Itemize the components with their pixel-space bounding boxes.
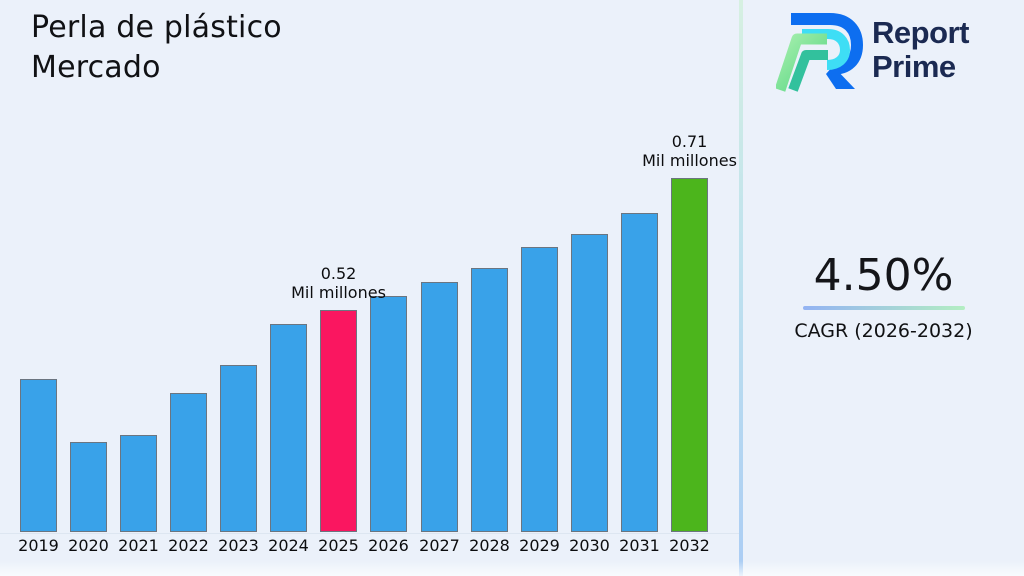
cagr-block: 4.50% CAGR (2026-2032) xyxy=(743,250,1024,342)
bar-value-label-2032: 0.71 Mil millones xyxy=(620,132,760,170)
panel-divider xyxy=(739,0,743,576)
x-tick-2023: 2023 xyxy=(218,536,259,555)
x-tick-2022: 2022 xyxy=(168,536,209,555)
x-tick-2024: 2024 xyxy=(268,536,309,555)
value-text: 0.71 xyxy=(671,132,708,151)
x-tick-2028: 2028 xyxy=(469,536,510,555)
x-axis-line xyxy=(0,533,739,534)
x-tick-2031: 2031 xyxy=(619,536,660,555)
page-title-line2: Mercado xyxy=(31,50,161,85)
x-tick-2019: 2019 xyxy=(18,536,59,555)
bar-2032 xyxy=(671,178,708,532)
bar-2023 xyxy=(220,365,257,532)
bar-2019 xyxy=(20,379,57,532)
bar-2028 xyxy=(471,268,508,532)
brand-name-line1: Report xyxy=(872,15,969,50)
x-tick-2021: 2021 xyxy=(118,536,159,555)
bar-2026 xyxy=(370,296,407,532)
unit-text: Mil millones xyxy=(291,283,386,302)
bar-2024 xyxy=(270,324,307,532)
x-tick-2020: 2020 xyxy=(68,536,109,555)
accent-underline xyxy=(802,306,965,310)
bar-2021 xyxy=(120,435,157,532)
x-tick-2027: 2027 xyxy=(419,536,460,555)
x-tick-2032: 2032 xyxy=(669,536,710,555)
value-text: 0.52 xyxy=(320,264,357,283)
x-tick-2029: 2029 xyxy=(519,536,560,555)
brand-name: Report Prime xyxy=(872,16,969,84)
bar-value-label-2025: 0.52 Mil millones xyxy=(269,264,409,302)
reportprime-logo-icon xyxy=(776,13,863,92)
page-title-line1: Perla de plástico xyxy=(31,10,282,45)
bar-2031 xyxy=(621,213,658,532)
x-tick-2025: 2025 xyxy=(318,536,359,555)
bar-2027 xyxy=(421,282,458,532)
cagr-label: CAGR (2026-2032) xyxy=(794,320,973,342)
page-title: Perla de plástico Mercado xyxy=(31,8,282,88)
bar-2025 xyxy=(320,310,357,532)
brand-logo: Report Prime xyxy=(776,6,969,94)
unit-text: Mil millones xyxy=(642,151,737,170)
side-panel: Report Prime 4.50% CAGR (2026-2032) xyxy=(743,0,1024,576)
bar-2029 xyxy=(521,247,558,532)
cagr-value: 4.50% xyxy=(813,250,954,301)
bar-2022 xyxy=(170,393,207,532)
x-tick-2026: 2026 xyxy=(368,536,409,555)
brand-name-line2: Prime xyxy=(872,49,956,84)
x-tick-2030: 2030 xyxy=(569,536,610,555)
bar-2020 xyxy=(70,442,107,532)
bottom-fade xyxy=(0,561,1024,576)
bar-2030 xyxy=(571,234,608,532)
